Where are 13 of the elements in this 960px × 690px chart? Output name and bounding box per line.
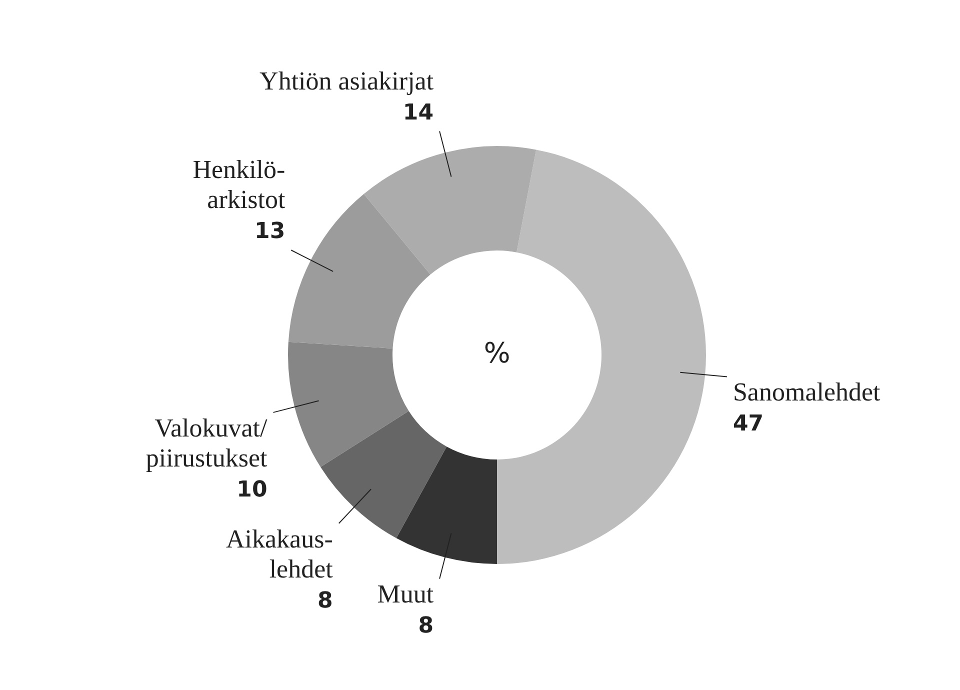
slice-label: Sanomalehdet xyxy=(732,378,882,407)
slice-label: Aikakaus-lehdet xyxy=(226,524,334,584)
slice-label: Valokuvat/piirustukset xyxy=(146,413,268,472)
data-label: 47 xyxy=(732,412,764,437)
text: % xyxy=(484,336,510,370)
data-label: 8 xyxy=(418,614,434,639)
data-label: 14 xyxy=(402,100,434,126)
slice-label: Muut xyxy=(377,580,434,609)
slice-label: Henkilö-arkistot xyxy=(192,155,286,214)
data-label: 13 xyxy=(254,219,286,244)
data-label: 8 xyxy=(318,588,333,614)
data-label: 10 xyxy=(236,477,268,502)
slice-label: Yhtiön asiakirjat xyxy=(260,66,434,96)
